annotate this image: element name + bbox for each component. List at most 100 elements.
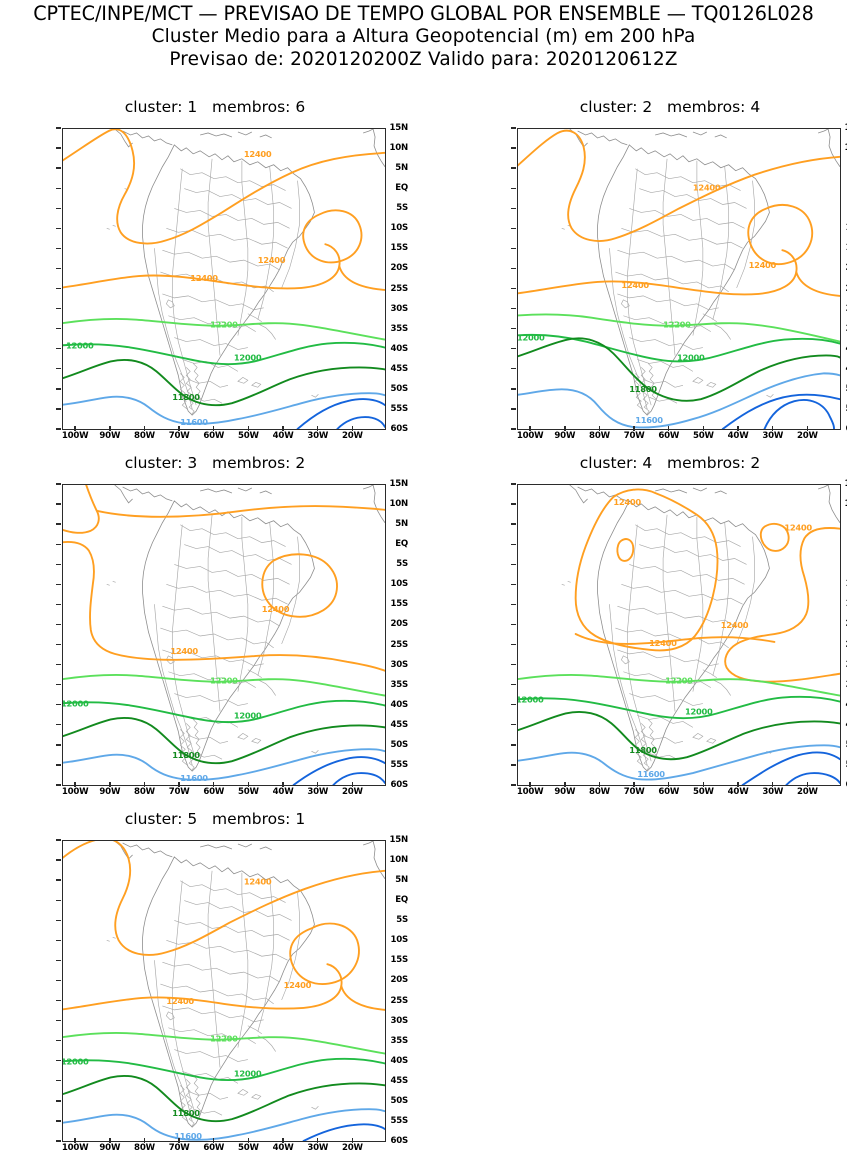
y-tick-mark xyxy=(56,523,61,525)
x-tick-label: 100W xyxy=(61,787,89,797)
x-tick-mark xyxy=(213,782,215,787)
x-tick-label: 30W xyxy=(762,787,784,797)
y-tick-label: 25S xyxy=(825,640,847,650)
y-tick-label: 35S xyxy=(390,679,408,690)
contour-map-4: 12400 12400 12400 12400 12200 12000 1200… xyxy=(518,485,840,785)
svg-text:12200: 12200 xyxy=(210,1034,238,1044)
y-tick-label: 5N xyxy=(395,875,408,886)
plot-area-5[interactable]: 12400 12400 12400 12200 12000 12000 1180… xyxy=(62,840,386,1142)
y-tick-mark xyxy=(56,543,61,545)
y-tick-mark xyxy=(56,1100,61,1102)
plot-area-3[interactable]: 12400 12400 12200 12000 12000 11800 1160… xyxy=(62,484,386,786)
y-tick-mark xyxy=(56,348,61,350)
geography-layer-5 xyxy=(106,841,385,1128)
y-tick-mark xyxy=(56,388,61,390)
y-tick-mark xyxy=(511,287,516,290)
y-tick-label: 20S xyxy=(825,264,847,273)
x-tick-label: 100W xyxy=(61,1143,89,1153)
panel-title-1: cluster: 1 membros: 6 xyxy=(124,98,306,116)
svg-text:12000: 12000 xyxy=(518,695,544,705)
panel-title-3: cluster: 3 membros: 2 xyxy=(124,454,306,472)
y-tick-label: 20S xyxy=(390,619,408,630)
y-tick-mark xyxy=(511,187,516,189)
svg-text:11600: 11600 xyxy=(174,1131,202,1141)
y-tick-label: 35S xyxy=(825,325,847,334)
y-tick-mark xyxy=(56,603,61,606)
panel-cluster-3[interactable]: cluster: 3 membros: 2 xyxy=(22,454,408,804)
svg-text:12000: 12000 xyxy=(518,333,545,343)
y-tick-label: 35S xyxy=(390,1035,408,1046)
y-tick-mark xyxy=(511,543,516,545)
y-tick-mark xyxy=(56,287,61,290)
y-tick-label: 45S xyxy=(390,1075,408,1086)
y-tick-mark xyxy=(56,267,61,270)
y-tick-mark xyxy=(56,503,61,505)
plot-area-2[interactable]: 12400 12400 12400 12200 12000 12000 1180… xyxy=(517,128,841,430)
y-tick-mark xyxy=(511,583,516,586)
y-tick-label: 30S xyxy=(390,303,408,314)
y-tick-label: 15S xyxy=(825,600,847,609)
x-tick-label: 60W xyxy=(658,431,680,441)
y-tick-label: EQ xyxy=(395,895,408,906)
y-tick-mark xyxy=(56,428,61,430)
y-tick-label: 10S xyxy=(825,580,847,589)
x-tick-mark xyxy=(772,782,774,787)
svg-text:11600: 11600 xyxy=(180,773,208,783)
y-tick-label: 30S xyxy=(825,304,847,314)
y-tick-mark xyxy=(56,1140,61,1142)
y-tick-label: 40S xyxy=(390,1055,408,1066)
panel-cluster-4[interactable]: cluster: 4 membros: 2 xyxy=(477,454,847,804)
y-tick-label: 45S xyxy=(390,719,408,730)
y-tick-mark xyxy=(56,1019,61,1022)
y-tick-mark xyxy=(56,839,61,841)
y-tick-label: 10S xyxy=(390,579,408,590)
x-tick-label: 70W xyxy=(168,1143,190,1153)
svg-text:12200: 12200 xyxy=(210,320,238,330)
plot-area-1[interactable]: 12400 12400 12400 12200 12000 12000 1180… xyxy=(62,128,386,430)
x-tick-mark xyxy=(247,782,250,787)
y-tick-mark xyxy=(56,623,61,626)
panel-cluster-1[interactable]: cluster: 1 membros: 6 xyxy=(22,98,408,448)
y-tick-mark xyxy=(511,227,516,230)
x-tick-mark xyxy=(806,782,809,787)
y-tick-label: 45S xyxy=(390,363,408,374)
x-tick-mark xyxy=(143,426,146,431)
geography-layer-1 xyxy=(106,129,385,416)
y-tick-label: 55S xyxy=(390,759,408,770)
y-tick-mark xyxy=(511,408,516,410)
y-tick-label: EQ xyxy=(825,184,847,193)
y-tick-mark xyxy=(511,207,516,209)
y-tick-mark xyxy=(511,663,516,666)
svg-text:12200: 12200 xyxy=(665,676,693,686)
panel-cluster-5[interactable]: cluster: 5 membros: 1 xyxy=(22,810,408,1160)
y-tick-label: 20S xyxy=(825,620,847,629)
contour-map-1: 12400 12400 12400 12200 12000 12000 1180… xyxy=(63,129,385,429)
y-tick-label: 25S xyxy=(390,995,408,1006)
y-tick-mark xyxy=(511,368,516,370)
svg-text:12000: 12000 xyxy=(63,1057,89,1067)
y-tick-mark xyxy=(511,724,516,726)
y-tick-mark xyxy=(56,959,61,962)
y-tick-label: 40S xyxy=(825,345,847,354)
y-tick-label: EQ xyxy=(395,539,408,550)
panel-cluster-2[interactable]: cluster: 2 membros: 4 xyxy=(477,98,847,448)
svg-text:11600: 11600 xyxy=(635,415,663,425)
x-tick-label: 50W xyxy=(238,431,259,441)
y-tick-label: 10S xyxy=(390,935,408,946)
y-tick-mark xyxy=(511,348,516,350)
x-tick-label: 60W xyxy=(203,431,225,441)
x-tick-label: 80W xyxy=(134,1143,155,1153)
x-tick-mark xyxy=(633,426,635,431)
x-tick-label: 90W xyxy=(554,787,576,797)
y-tick-mark xyxy=(56,127,61,129)
contour-labels-5: 12400 12400 12400 12200 12000 12000 1180… xyxy=(63,877,312,1141)
y-tick-mark xyxy=(56,1120,61,1122)
x-tick-mark xyxy=(247,426,250,431)
plot-area-4[interactable]: 12400 12400 12400 12400 12200 12000 1200… xyxy=(517,484,841,786)
x-tick-label: 50W xyxy=(693,431,714,441)
svg-text:12400: 12400 xyxy=(649,638,677,648)
contour-labels-4: 12400 12400 12400 12400 12200 12000 1200… xyxy=(518,497,813,779)
y-tick-label: 5N xyxy=(395,163,408,174)
x-tick-mark xyxy=(564,426,566,431)
y-tick-label: 50S xyxy=(390,1095,408,1106)
